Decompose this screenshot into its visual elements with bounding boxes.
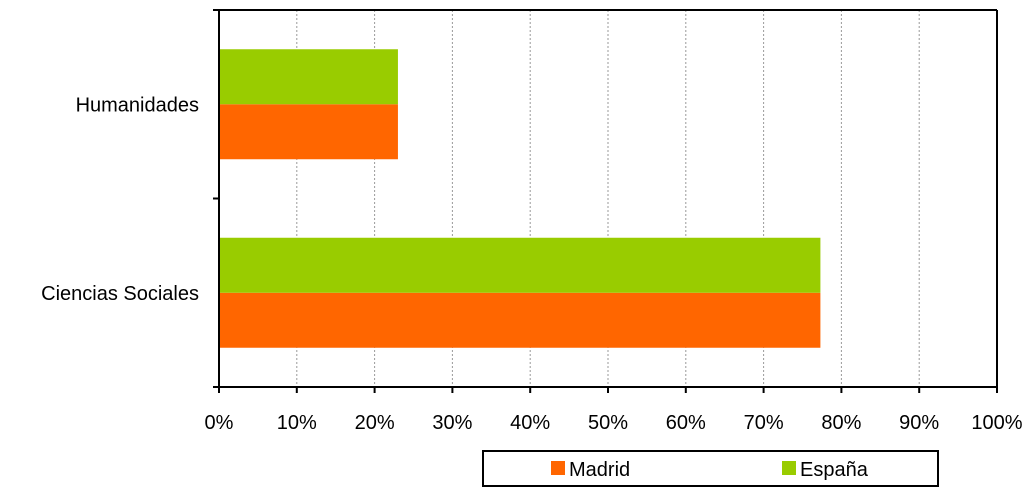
legend-label: Madrid (569, 459, 630, 481)
legend-swatch-españa (782, 461, 796, 475)
x-tick-label: 0% (205, 412, 234, 434)
x-tick-label: 60% (666, 412, 706, 434)
legend: Madrid España (482, 450, 939, 487)
x-tick-label: 80% (821, 412, 861, 434)
x-tick-label: 10% (277, 412, 317, 434)
bar-españa-1 (219, 237, 821, 293)
x-tick-label: 90% (899, 412, 939, 434)
category-label: Humanidades (76, 94, 199, 116)
legend-swatch-madrid (551, 461, 565, 475)
x-tick-label: 100% (971, 412, 1022, 434)
bar-madrid-0 (219, 104, 398, 160)
legend-label: España (800, 459, 869, 481)
bar-españa-0 (219, 49, 398, 105)
x-tick-label: 70% (744, 412, 784, 434)
labels: Humanidades Ciencias Sociales 0% 10% 20% 30% 4… (41, 94, 1023, 434)
x-tick-label: 40% (510, 412, 550, 434)
bars (219, 49, 821, 348)
bar-madrid-1 (219, 292, 821, 348)
x-tick-label: 30% (432, 412, 472, 434)
category-label: Ciencias Sociales (41, 283, 199, 305)
x-tick-label: 20% (355, 412, 395, 434)
x-tick-label: 50% (588, 412, 628, 434)
axes (213, 9, 998, 393)
